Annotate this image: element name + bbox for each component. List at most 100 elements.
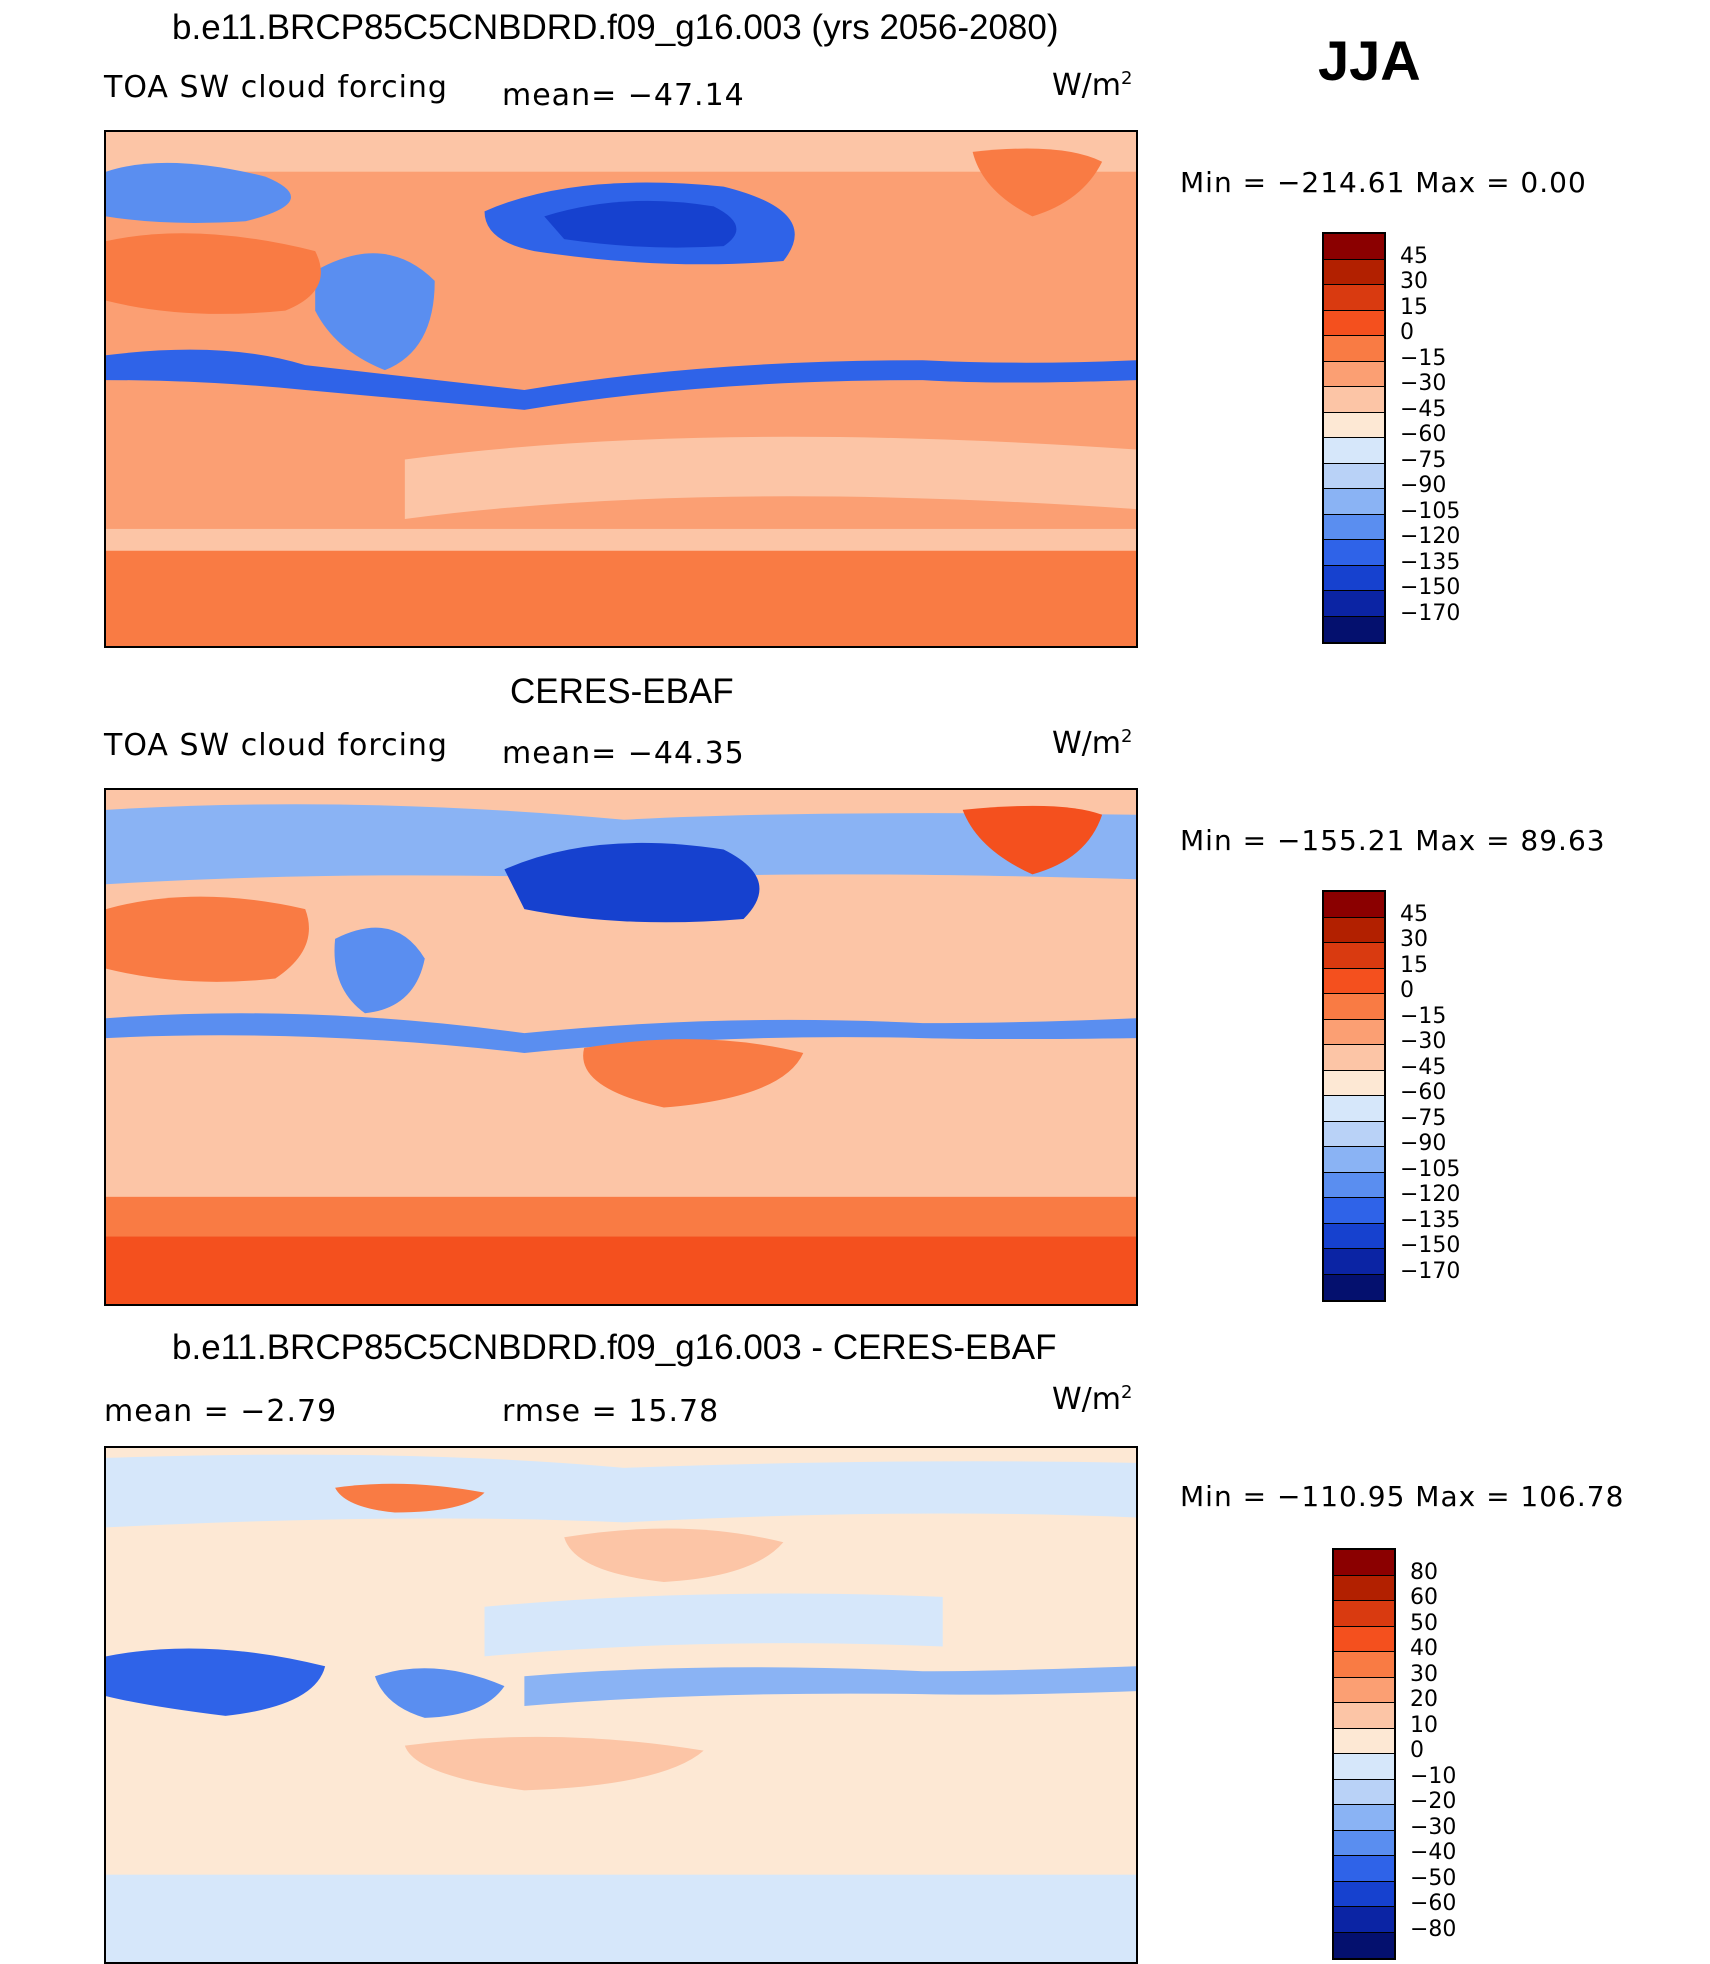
colorbar-swatch: [1334, 1907, 1394, 1933]
colorbar-swatch: [1324, 412, 1384, 438]
colorbar-tick-label: −75: [1400, 1105, 1447, 1131]
colorbar-swatch: [1334, 1856, 1394, 1882]
panel3-southern-band: [106, 1874, 1136, 1962]
panel2-variable-label: TOA SW cloud forcing: [104, 728, 448, 763]
panel3-s-pacific-red: [404, 1736, 704, 1791]
panel2-mean-label: mean= −44.35: [502, 736, 745, 771]
panel2-southern-ocean: [106, 1236, 1136, 1304]
colorbar-tick-label: −120: [1400, 1182, 1461, 1207]
colorbar-tick-label: 30: [1400, 927, 1428, 952]
colorbar-tick-label: −170: [1400, 1258, 1461, 1284]
colorbar-swatch: [1324, 917, 1384, 943]
colorbar-tick-label: −30: [1400, 371, 1447, 396]
colorbar-tick-label: 20: [1410, 1687, 1438, 1712]
panel3-tropical-blue: [484, 1593, 943, 1657]
panel2-sahara-high: [106, 896, 309, 982]
colorbar-swatch: [1324, 285, 1384, 311]
panel2-map-svg: [106, 790, 1136, 1304]
colorbar-swatch: [1324, 463, 1384, 489]
colorbar-tick-label: −90: [1400, 1131, 1447, 1156]
colorbar-tick-label: 45: [1400, 901, 1428, 927]
colorbar-swatch: [1324, 540, 1384, 566]
colorbar-swatch: [1324, 565, 1384, 591]
colorbar-swatch: [1334, 1830, 1394, 1856]
colorbar-tick-label: −170: [1400, 600, 1461, 626]
panel1-colorbar: [1322, 232, 1386, 644]
panel2-map: [104, 788, 1138, 1306]
colorbar-tick-label: 50: [1410, 1610, 1438, 1636]
colorbar-swatch: [1324, 1121, 1384, 1147]
colorbar-swatch: [1334, 1677, 1394, 1703]
panel3-itcz-blue: [524, 1666, 1136, 1706]
colorbar-swatch: [1324, 1045, 1384, 1071]
colorbar-swatch: [1324, 361, 1384, 387]
colorbar-swatch: [1334, 1932, 1394, 1958]
colorbar-swatch: [1324, 968, 1384, 994]
colorbar-tick-label: −30: [1410, 1814, 1457, 1840]
panel3-map-svg: [106, 1448, 1136, 1962]
panel3-minmax: Min = −110.95 Max = 106.78: [1180, 1480, 1625, 1513]
panel1-n-atlantic-low: [106, 162, 291, 223]
panel1-greenland-high: [972, 148, 1103, 217]
panel2-itcz: [106, 1013, 1136, 1053]
panel2-colorbar: [1322, 890, 1386, 1302]
colorbar-swatch: [1324, 489, 1384, 515]
colorbar-swatch: [1324, 1223, 1384, 1249]
colorbar-tick-label: −75: [1400, 447, 1447, 473]
colorbar-swatch: [1334, 1805, 1394, 1831]
panel3-colorbar: [1332, 1548, 1396, 1960]
panel1-mean-label: mean= −47.14: [502, 78, 745, 113]
panel1-asia-monsoon: [315, 253, 435, 371]
panel3-title: b.e11.BRCP85C5CNBDRD.f09_g16.003 - CERES…: [172, 1328, 1057, 1367]
panel1-units: W/m2: [1052, 68, 1133, 103]
colorbar-swatch: [1324, 1172, 1384, 1198]
panel2-n-pacific-low: [504, 842, 760, 923]
colorbar-tick-label: 0: [1410, 1738, 1424, 1763]
panel3-maritime-blue: [374, 1668, 505, 1718]
panel1-arctic-band: [106, 132, 1136, 172]
colorbar-swatch: [1334, 1575, 1394, 1601]
colorbar-swatch: [1334, 1728, 1394, 1754]
colorbar-swatch: [1334, 1779, 1394, 1805]
colorbar-swatch: [1324, 259, 1384, 285]
season-label: JJA: [1318, 29, 1421, 92]
colorbar-swatch: [1324, 387, 1384, 413]
colorbar-tick-label: −135: [1400, 1207, 1461, 1233]
colorbar-swatch: [1324, 943, 1384, 969]
colorbar-swatch: [1324, 1249, 1384, 1275]
colorbar-tick-label: −50: [1410, 1865, 1457, 1891]
panel1-sahara-high: [106, 233, 321, 314]
colorbar-tick-label: 0: [1400, 320, 1414, 345]
panel2-s-pacific-high: [583, 1039, 804, 1108]
panel2-asia-low: [334, 927, 425, 1014]
colorbar-tick-label: 0: [1400, 978, 1414, 1003]
colorbar-swatch: [1334, 1703, 1394, 1729]
colorbar-tick-label: −45: [1400, 1054, 1447, 1080]
colorbar-tick-label: 15: [1400, 952, 1428, 978]
panel1-antarctic-edge: [106, 528, 1136, 551]
panel3-north-blue: [106, 1454, 1136, 1528]
panel1-n-pacific-low-core: [544, 200, 737, 248]
colorbar-tick-label: −20: [1410, 1789, 1457, 1814]
panel3-africa-blue: [106, 1648, 326, 1716]
panel1-southern-ocean: [106, 548, 1136, 646]
colorbar-tick-label: −80: [1410, 1916, 1457, 1942]
panel2-title: CERES-EBAF: [510, 672, 734, 711]
colorbar-tick-label: −90: [1400, 473, 1447, 498]
panel3-mean-label: mean = −2.79: [104, 1394, 338, 1429]
panel2-southern-band: [106, 1196, 1136, 1237]
colorbar-tick-label: −105: [1400, 1156, 1461, 1182]
colorbar-swatch: [1324, 591, 1384, 617]
colorbar-swatch: [1324, 1198, 1384, 1224]
colorbar-tick-label: −120: [1400, 524, 1461, 549]
colorbar-swatch: [1334, 1652, 1394, 1678]
panel2-greenland-high: [962, 805, 1103, 875]
colorbar-swatch: [1324, 1096, 1384, 1122]
colorbar-tick-label: 45: [1400, 243, 1428, 269]
colorbar-tick-label: −30: [1400, 1029, 1447, 1054]
panel3-rmse-label: rmse = 15.78: [502, 1394, 720, 1429]
colorbar-tick-label: −45: [1400, 396, 1447, 422]
colorbar-swatch: [1334, 1754, 1394, 1780]
colorbar-swatch: [1334, 1881, 1394, 1907]
colorbar-swatch: [1324, 438, 1384, 464]
